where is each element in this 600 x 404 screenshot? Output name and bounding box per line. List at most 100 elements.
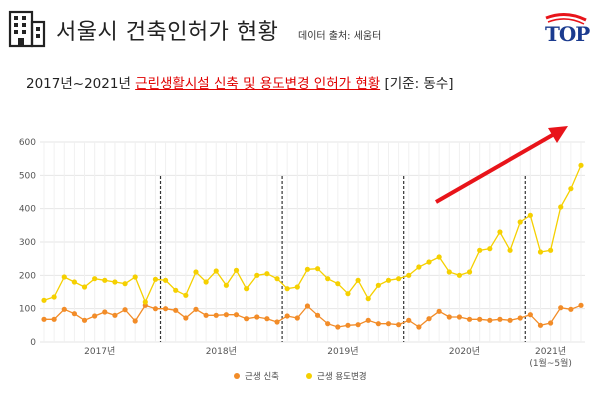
data-point: [233, 312, 240, 318]
data-point: [345, 322, 351, 328]
data-point: [517, 219, 523, 225]
data-point: [426, 259, 432, 265]
data-point: [51, 294, 57, 300]
data-point: [71, 311, 77, 317]
y-tick-label: 400: [19, 205, 36, 215]
data-point: [568, 186, 574, 192]
data-point: [112, 279, 118, 285]
data-point: [456, 272, 463, 278]
legend-marker: [306, 373, 312, 379]
data-point: [173, 307, 179, 313]
data-point: [264, 271, 270, 277]
subtitle-prefix: 2017년~2021년: [26, 76, 136, 92]
data-point: [558, 204, 564, 210]
data-point: [436, 308, 442, 314]
trend-arrow: [435, 131, 557, 204]
data-point: [254, 314, 260, 320]
data-point: [213, 268, 219, 274]
data-point: [548, 320, 554, 326]
data-point: [92, 276, 98, 282]
y-tick-label: 500: [19, 171, 36, 181]
data-point: [223, 312, 229, 318]
data-point: [183, 315, 189, 321]
data-point: [446, 269, 452, 275]
x-year-sublabel: (1월~5월): [529, 357, 572, 369]
data-point: [355, 277, 361, 283]
data-point: [416, 324, 422, 330]
data-point: [92, 313, 98, 319]
data-point: [335, 281, 341, 287]
data-point: [152, 276, 159, 282]
data-point: [314, 312, 321, 318]
legend-marker: [234, 373, 240, 379]
data-point: [274, 276, 280, 282]
data-source-label: 데이터 출처: 세움터: [298, 31, 382, 42]
data-point: [81, 317, 88, 323]
data-point: [132, 274, 138, 280]
data-point: [51, 316, 57, 322]
x-year-label: 2020년: [449, 346, 480, 357]
data-point: [183, 292, 189, 298]
data-point: [81, 284, 88, 290]
data-point: [527, 212, 533, 218]
page-title: 서울시 건축인허가 현황: [56, 20, 279, 45]
data-point: [497, 316, 503, 322]
data-point: [193, 269, 199, 275]
top-logo: [545, 13, 587, 25]
data-point: [254, 272, 260, 278]
data-point: [375, 282, 381, 288]
chart-subtitle: 2017년~2021년 근린생활시설 신축 및 용도변경 인허가 현황 [기준:…: [26, 72, 454, 92]
data-point: [122, 307, 128, 313]
data-point: [578, 162, 584, 168]
data-point: [132, 318, 138, 324]
data-point: [477, 316, 483, 322]
legend-label: 근생 신축: [245, 371, 279, 382]
data-point: [294, 315, 300, 321]
y-tick-label: 600: [19, 138, 36, 148]
data-point: [375, 321, 381, 327]
y-tick-label: 100: [19, 305, 36, 315]
data-point: [406, 317, 412, 323]
data-point: [568, 306, 574, 312]
data-point: [385, 321, 392, 327]
data-point: [345, 291, 351, 297]
data-point: [365, 296, 371, 302]
data-point: [61, 306, 67, 312]
data-point: [456, 314, 463, 320]
data-point: [162, 306, 169, 312]
y-tick-label: 300: [19, 238, 36, 248]
data-point: [537, 249, 544, 255]
data-point: [244, 286, 250, 292]
data-point: [426, 316, 432, 322]
data-point: [71, 279, 77, 285]
data-point: [233, 267, 240, 273]
chart-area: 0 100 200 300 400 500 600 2017년 2018년 2019년 2020년 2…: [0, 120, 600, 404]
data-point: [436, 254, 442, 260]
data-point: [416, 264, 422, 270]
data-point: [244, 316, 250, 322]
x-year-label: 2019년: [327, 346, 358, 357]
data-point: [406, 272, 412, 278]
data-point: [396, 276, 402, 282]
subtitle-highlight: 근린생활시설 신축 및 용도변경 인허가 현황: [135, 76, 381, 92]
legend-label: 근생 용도변경: [317, 371, 367, 382]
data-point: [527, 312, 533, 318]
subtitle-suffix: [기준: 동수]: [380, 76, 454, 92]
data-point: [122, 281, 128, 287]
y-tick-label: 200: [19, 271, 36, 281]
logo-text: TOP: [545, 22, 590, 46]
data-point: [112, 312, 118, 318]
data-point: [173, 287, 179, 293]
data-point: [365, 317, 371, 323]
data-point: [102, 277, 108, 283]
x-year-label: 2018년: [206, 346, 237, 357]
line-chart: 0 100 200 300 400 500 600 2017년 2018년 2019년 2020년 2…: [19, 126, 585, 382]
building-icon: [8, 10, 46, 48]
data-point: [102, 309, 108, 315]
data-point: [314, 266, 321, 272]
data-point: [558, 305, 564, 311]
data-point: [213, 312, 219, 318]
data-point: [41, 316, 47, 322]
data-point: [477, 247, 483, 253]
data-point: [548, 247, 554, 253]
